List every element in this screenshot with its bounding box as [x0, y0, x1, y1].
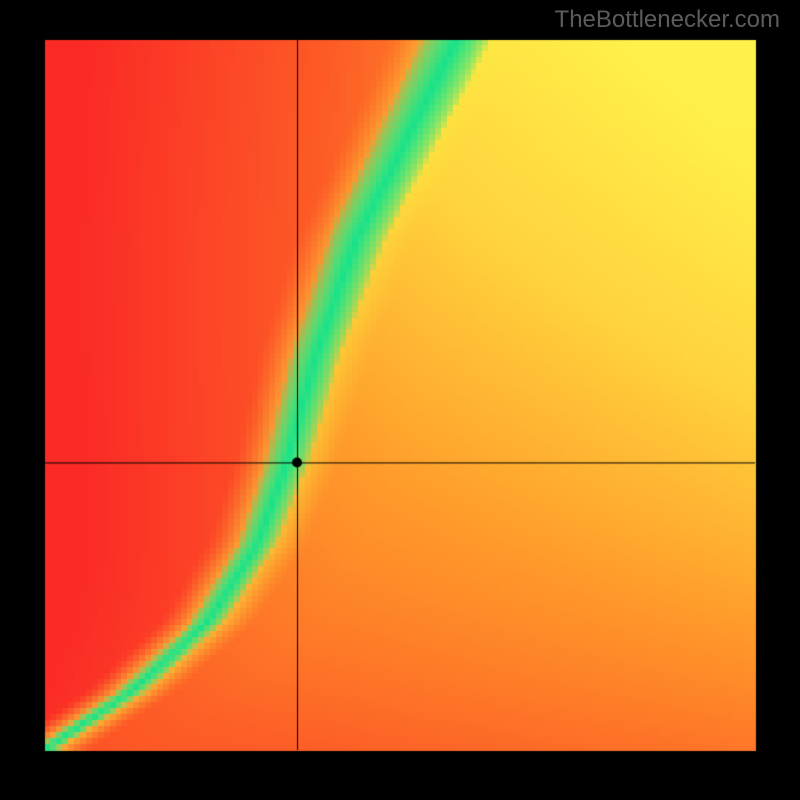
watermark-text: TheBottlenecker.com — [555, 6, 780, 34]
chart-container: TheBottlenecker.com — [0, 0, 800, 800]
heatmap-canvas — [0, 0, 800, 800]
